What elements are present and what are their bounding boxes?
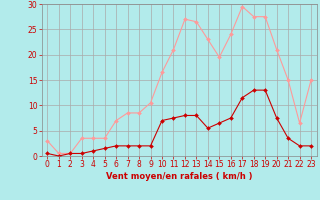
X-axis label: Vent moyen/en rafales ( km/h ): Vent moyen/en rafales ( km/h ) [106, 172, 252, 181]
